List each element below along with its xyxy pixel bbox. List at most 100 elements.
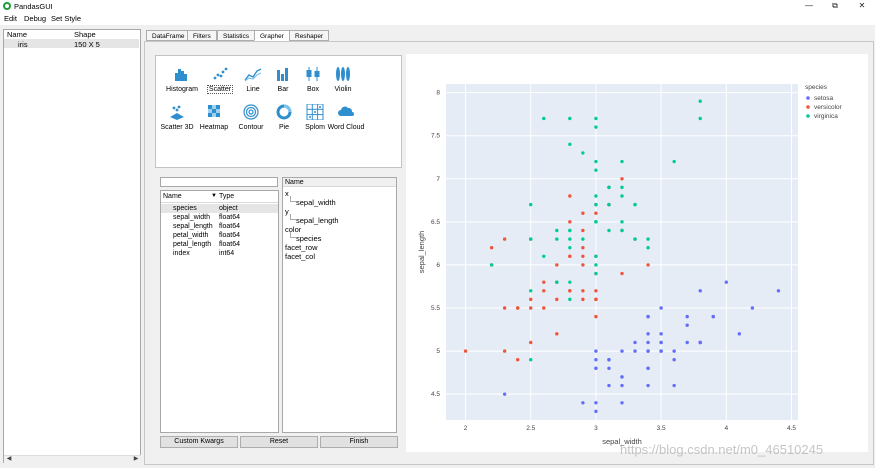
menu-set-style[interactable]: Set Style [51, 14, 82, 23]
data-point-setosa [620, 349, 624, 353]
data-point-virginica [529, 202, 533, 207]
title-bar [0, 0, 875, 12]
legend-title: species [805, 84, 828, 91]
column-header-name[interactable]: Name [163, 193, 182, 200]
data-point-versicolor [568, 220, 572, 224]
scroll-left-icon[interactable]: ◀ [6, 456, 12, 462]
data-point-setosa [607, 383, 611, 388]
data-point-versicolor [581, 289, 585, 293]
column-row-index[interactable]: index int64 [161, 249, 278, 258]
plot-type-label: Violin [334, 86, 352, 93]
plot-type-label: Word Cloud [327, 124, 365, 131]
violin-icon [336, 67, 350, 81]
navigator-horizontal-scrollbar[interactable] [4, 455, 141, 463]
tab-statistics[interactable]: Statistics [217, 30, 256, 41]
plot-type-splom[interactable]: Splom [295, 104, 335, 132]
legend-marker-versicolor [806, 105, 810, 109]
data-point-versicolor [529, 340, 533, 345]
dataframe-shape: 150 X 5 [74, 40, 100, 49]
tab-grapher[interactable]: Grapher [254, 30, 290, 41]
data-point-versicolor [581, 245, 585, 250]
navigator-header-shape[interactable]: Shape [74, 30, 96, 39]
data-point-virginica [620, 159, 624, 164]
arg-y-value[interactable]: sepal_length [296, 216, 339, 225]
tab-reshaper[interactable]: Reshaper [289, 30, 330, 41]
data-point-versicolor [516, 306, 520, 310]
minimize-button[interactable]: — [805, 1, 813, 10]
data-point-virginica [620, 185, 624, 190]
data-point-setosa [698, 289, 702, 293]
plot-type-line[interactable]: Line [233, 66, 273, 94]
data-point-virginica [633, 237, 637, 241]
y-tick-label: 7.5 [431, 133, 440, 140]
y-tick-label: 6.5 [431, 219, 440, 226]
pandasgui-logo-icon [3, 2, 11, 10]
data-point-virginica [568, 142, 572, 147]
menu-edit[interactable]: Edit [4, 14, 17, 23]
plot-type-label: Contour [238, 124, 264, 131]
data-point-virginica [594, 116, 598, 121]
plot-type-bar[interactable]: Bar [263, 66, 303, 94]
arg-x-value[interactable]: sepal_width [296, 198, 336, 207]
plot-type-label: Heatmap [199, 124, 229, 131]
plot-area[interactable]: 2 2.5 3 3.5 4 4.5 4.5 5 5.5 6 6.5 7 7.5 8 sepal_width s… [406, 54, 868, 452]
column-row-sepal-width[interactable]: sepal_width float64 [161, 213, 278, 222]
arg-color-value[interactable]: species [296, 234, 322, 243]
scroll-right-icon[interactable]: ▶ [133, 456, 139, 462]
column-row-petal-width[interactable]: petal_width float64 [161, 231, 278, 240]
data-point-versicolor [529, 306, 533, 310]
arg-facet-col[interactable]: facet_col [285, 252, 316, 261]
data-point-virginica [555, 228, 559, 233]
reset-button[interactable]: Reset [240, 436, 318, 448]
y-tick-label: 5.5 [431, 305, 440, 312]
column-row-petal-length[interactable]: petal_length float64 [161, 240, 278, 249]
maximize-button[interactable]: ⧉ [832, 1, 838, 10]
plot-type-contour[interactable]: Contour [231, 104, 271, 132]
plot-type-box[interactable]: Box [293, 66, 333, 94]
arg-y[interactable]: y [285, 207, 289, 216]
column-search-input[interactable] [160, 177, 278, 187]
column-row-species[interactable]: species object [161, 204, 278, 213]
data-point-setosa [620, 375, 624, 379]
finish-button[interactable]: Finish [320, 436, 398, 448]
tab-filters[interactable]: Filters [187, 30, 217, 41]
data-point-setosa [594, 401, 598, 405]
data-point-setosa [607, 357, 611, 362]
navigator-header-name[interactable]: Name [7, 30, 28, 39]
data-point-virginica [594, 159, 598, 164]
data-point-versicolor [489, 245, 494, 250]
data-point-virginica [542, 116, 546, 121]
tab-dataframe[interactable]: DataFrame [146, 30, 191, 41]
data-point-setosa [594, 366, 598, 371]
column-type: float64 [219, 223, 241, 230]
data-point-versicolor [620, 177, 624, 181]
plot-type-violin[interactable]: Violin [323, 66, 363, 94]
sort-down-icon[interactable]: ▼ [211, 193, 217, 199]
arg-facet-row[interactable]: facet_row [285, 243, 318, 252]
plot-type-label: Pie [278, 124, 290, 131]
plot-type-pie[interactable]: Pie [264, 104, 304, 132]
column-header-type[interactable]: Type [219, 193, 235, 200]
plot-type-word-cloud[interactable]: Word Cloud [326, 104, 366, 132]
legend-label-versicolor: versicolor [814, 104, 843, 111]
x-tick-label: 3 [594, 425, 598, 432]
arg-x[interactable]: x [285, 189, 289, 198]
data-point-versicolor [502, 349, 507, 353]
column-row-sepal-length[interactable]: sepal_length float64 [161, 222, 278, 231]
column-name: petal_length [173, 241, 212, 248]
plot-type-scatter-3d[interactable]: Scatter 3D [157, 104, 197, 132]
data-point-virginica [594, 254, 598, 259]
data-point-virginica [607, 202, 611, 207]
data-point-virginica [646, 237, 650, 241]
plot-type-heatmap[interactable]: Heatmap [194, 104, 234, 132]
plot-type-histogram[interactable]: Histogram [162, 66, 202, 94]
arg-color[interactable]: color [285, 225, 302, 234]
data-point-setosa [737, 332, 742, 336]
column-type: object [219, 205, 238, 212]
tree-branch [290, 232, 296, 238]
custom-kwargs-button[interactable]: Custom Kwargs [160, 436, 238, 448]
dataframe-row-iris[interactable] [4, 39, 139, 48]
menu-debug[interactable]: Debug [24, 14, 47, 23]
close-button[interactable]: ✕ [858, 1, 866, 10]
plot-type-scatter[interactable]: Scatter [200, 66, 240, 94]
